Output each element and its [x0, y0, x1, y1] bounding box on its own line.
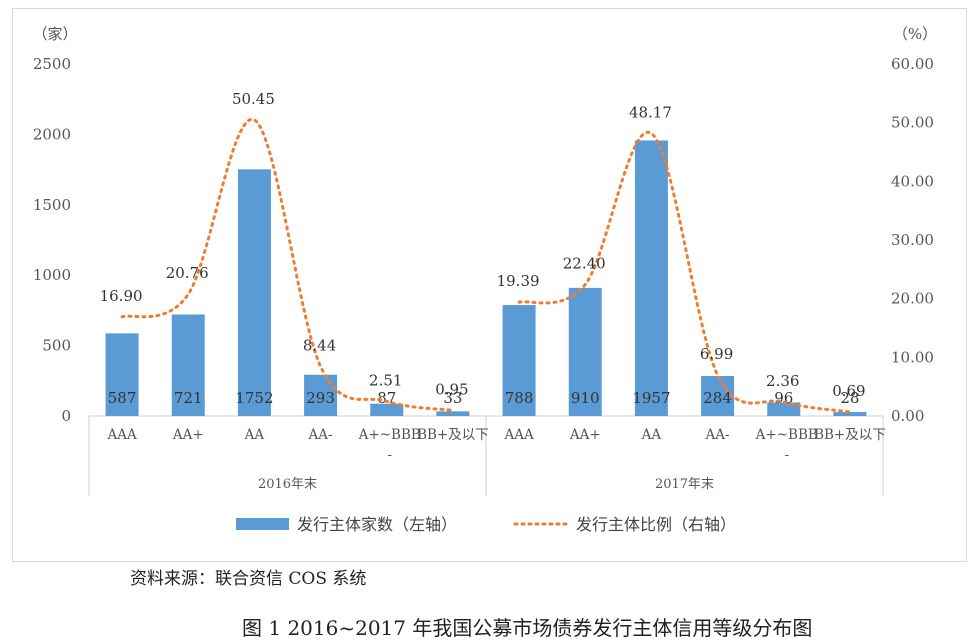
bar-value-label: 721	[174, 389, 203, 407]
category-label: AA-	[705, 427, 730, 443]
ratio-value-label: 16.90	[100, 287, 143, 305]
category-label: AAA	[106, 427, 136, 443]
ratio-value-label: 20.76	[166, 264, 209, 282]
group-label: 2016年末	[258, 477, 317, 492]
legend-bar-label: 发行主体家数（左轴）	[297, 515, 457, 534]
bar-value-label: 1752	[235, 389, 273, 407]
bar	[568, 287, 602, 416]
ratio-line	[517, 130, 852, 414]
bar-value-label: 910	[571, 389, 600, 407]
left-tick-label: 2000	[33, 125, 71, 143]
category-label: AA+	[172, 427, 204, 443]
chart-frame: （家） （%） 0 500 1000 1500 2000 2500 0.00 10.00 20.00…	[12, 8, 967, 562]
right-tick-label: 0.00	[891, 407, 924, 425]
ratio-value-label: 2.51	[369, 371, 402, 389]
bar-value-label: 28	[840, 389, 859, 407]
category-label-cont: -	[784, 447, 789, 463]
bar	[171, 314, 205, 416]
bar-value-label: 33	[443, 389, 462, 407]
bar	[502, 305, 536, 416]
category-label: AA+	[569, 427, 601, 443]
bar	[105, 333, 139, 416]
bar	[436, 411, 470, 416]
ratio-value-label: 19.39	[497, 272, 540, 290]
category-label: AA-	[308, 427, 333, 443]
right-tick-label: 30.00	[891, 231, 934, 249]
left-tick-label: 500	[42, 337, 71, 355]
right-tick-label: 10.00	[891, 348, 934, 366]
bar	[237, 169, 271, 416]
right-tick-label: 20.00	[891, 290, 934, 308]
ratio-value-label: 6.99	[700, 345, 733, 363]
ratio-value-label: 22.40	[563, 255, 606, 273]
category-label: BB+及以下	[814, 427, 886, 443]
category-label-cont: -	[387, 447, 392, 463]
left-tick-label: 1000	[33, 266, 71, 284]
bar-value-label: 587	[108, 389, 137, 407]
bar	[767, 402, 801, 416]
bar-value-label: 293	[306, 389, 335, 407]
bar-value-label: 1957	[632, 389, 670, 407]
legend-line-label: 发行主体比例（右轴）	[576, 515, 736, 534]
bar	[634, 140, 668, 416]
category-label: AAA	[503, 427, 533, 443]
ratio-value-label: 0.69	[832, 382, 865, 400]
bar	[833, 412, 867, 416]
legend-bar-swatch	[236, 518, 289, 530]
bar-value-label: 284	[703, 389, 732, 407]
left-tick-label: 0	[61, 407, 71, 425]
left-tick-label: 2500	[33, 55, 71, 73]
source-note: 资料来源：联合资信 COS 系统	[130, 569, 367, 589]
right-axis-unit: （%）	[893, 25, 937, 43]
category-label: AA	[244, 427, 265, 443]
category-label: A+~BBB	[358, 427, 421, 443]
ratio-line	[120, 118, 455, 412]
bar	[370, 403, 404, 416]
figure-caption: 图 1 2016~2017 年我国公募市场债券发行主体信用等级分布图	[242, 616, 813, 640]
ratio-value-label: 2.36	[766, 372, 799, 390]
right-tick-label: 60.00	[891, 55, 934, 73]
bar	[701, 376, 735, 416]
group-label: 2017年末	[655, 477, 714, 492]
left-tick-label: 1500	[33, 196, 71, 214]
category-label: AA	[641, 427, 662, 443]
ratio-value-label: 50.45	[232, 90, 275, 108]
bar-value-label: 788	[505, 389, 534, 407]
right-tick-label: 50.00	[891, 114, 934, 132]
ratio-value-label: 8.44	[303, 336, 336, 354]
bar	[304, 374, 338, 416]
ratio-value-label: 0.95	[435, 380, 468, 398]
ratio-value-label: 48.17	[629, 103, 672, 121]
category-label: BB+及以下	[417, 427, 489, 443]
left-axis-unit: （家）	[32, 25, 77, 43]
category-label: A+~BBB	[755, 427, 818, 443]
right-tick-label: 40.00	[891, 172, 934, 190]
rating-distribution-chart: （家） （%） 0 500 1000 1500 2000 2500 0.00 10.00 20.00…	[32, 25, 937, 534]
